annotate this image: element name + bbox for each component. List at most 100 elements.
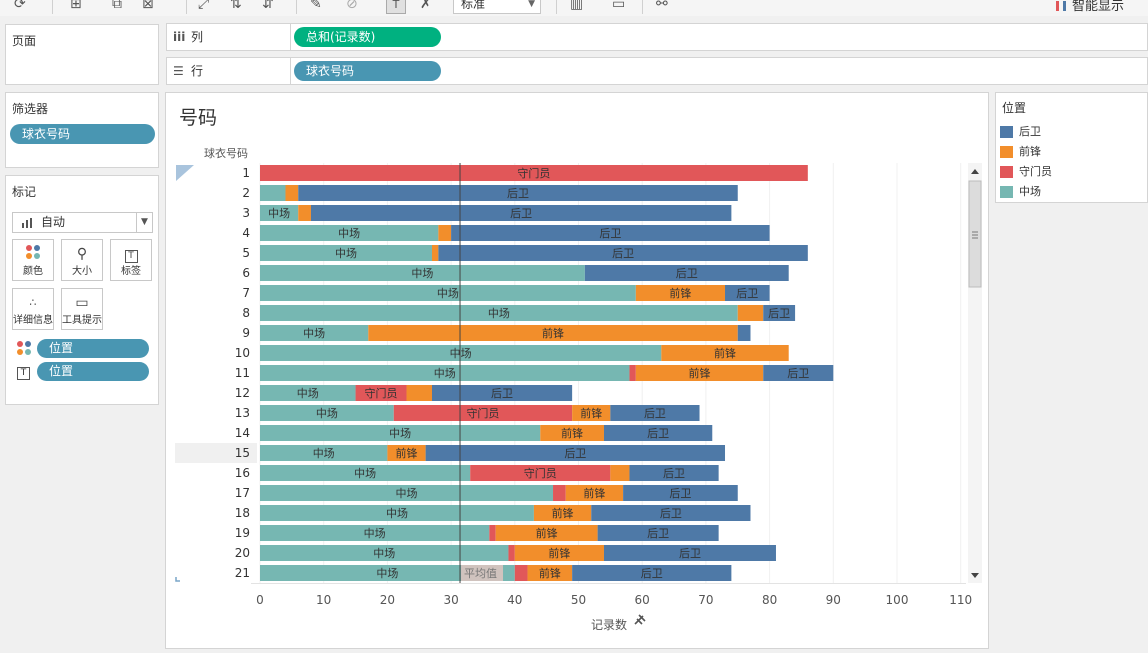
bar-segment[interactable] <box>508 545 515 561</box>
bar-segment[interactable] <box>260 425 541 441</box>
bar-segment[interactable] <box>260 185 286 201</box>
pin-icon[interactable] <box>634 614 646 625</box>
bar-segment[interactable] <box>737 325 751 341</box>
bar-segment[interactable] <box>489 525 496 541</box>
bar-segment[interactable] <box>661 345 789 361</box>
bar-segment[interactable] <box>260 405 394 421</box>
bar-segment[interactable] <box>285 185 299 201</box>
bar-segment[interactable] <box>406 385 432 401</box>
scroll-down-icon[interactable] <box>971 573 979 578</box>
presentation-mode-icon[interactable]: ▭ <box>612 0 626 12</box>
new-worksheet-icon[interactable]: ⊞ <box>70 0 82 12</box>
scroll-up-icon[interactable] <box>971 169 979 174</box>
tooltip-button[interactable]: ▭ 工具提示 <box>61 288 103 330</box>
color-button[interactable]: 颜色 <box>12 239 54 281</box>
bar-segment[interactable] <box>438 245 808 261</box>
bar-segment[interactable] <box>387 445 426 461</box>
bar-segment[interactable] <box>495 525 598 541</box>
rows-pill-jersey-number[interactable]: 球衣号码 <box>294 61 441 81</box>
swap-axes-icon[interactable]: ⤢ <box>198 0 210 12</box>
bar-segment[interactable] <box>597 525 719 541</box>
legend-item[interactable]: 前锋 <box>1000 144 1041 160</box>
scrollbar-thumb[interactable] <box>968 180 982 288</box>
bar-segment[interactable] <box>514 565 528 581</box>
detail-button[interactable]: ∴ 详细信息 <box>12 288 54 330</box>
bar-segment[interactable] <box>260 465 471 481</box>
label-button[interactable]: T 标签 <box>110 239 152 281</box>
bar-segment[interactable] <box>623 485 738 501</box>
bar-segment[interactable] <box>725 285 770 301</box>
bar-segment[interactable] <box>310 205 732 221</box>
bar-segment[interactable] <box>260 365 630 381</box>
show-labels-icon[interactable]: T <box>386 0 406 14</box>
bar-segment[interactable] <box>393 405 573 421</box>
bar-segment[interactable] <box>763 305 796 321</box>
bar-segment[interactable] <box>610 405 700 421</box>
legend-item[interactable]: 后卫 <box>1000 124 1041 140</box>
label-field-pill[interactable]: 位置 <box>37 362 149 381</box>
bar-segment[interactable] <box>451 225 770 241</box>
bar-segment[interactable] <box>260 325 369 341</box>
bar-segment[interactable] <box>438 225 452 241</box>
sort-indicator-icon[interactable] <box>176 165 194 181</box>
bar-segment[interactable] <box>260 525 490 541</box>
columns-pill-record-count[interactable]: 总和(记录数) <box>294 27 441 47</box>
bar-segment[interactable] <box>425 445 726 461</box>
bar-segment[interactable] <box>260 265 585 281</box>
bar-segment[interactable] <box>610 465 630 481</box>
bar-segment[interactable] <box>431 245 439 261</box>
bar-segment[interactable] <box>368 325 738 341</box>
fix-axes-icon[interactable]: ✗ <box>420 0 432 12</box>
fit-select[interactable]: 标准 ▼ <box>453 0 541 14</box>
bar-segment[interactable] <box>260 285 636 301</box>
bar-segment[interactable] <box>260 385 356 401</box>
bar-segment[interactable] <box>527 565 573 581</box>
bar-segment[interactable] <box>553 485 566 501</box>
bar-segment[interactable] <box>514 545 604 561</box>
refresh-icon[interactable]: ⟳ <box>14 0 26 12</box>
clear-sheet-icon[interactable]: ⊠ <box>142 0 154 12</box>
bar-segment[interactable] <box>737 305 764 321</box>
bar-segment[interactable] <box>629 465 719 481</box>
bar-segment[interactable] <box>763 365 834 381</box>
group-icon[interactable]: ⊘ <box>346 0 358 12</box>
bar-segment[interactable] <box>260 445 388 461</box>
bar-segment[interactable] <box>431 385 573 401</box>
size-button[interactable]: ⚲ 大小 <box>61 239 103 281</box>
show-me-button[interactable]: 智能显示 <box>1056 0 1124 14</box>
bar-segment[interactable] <box>603 425 713 441</box>
bar-segment[interactable] <box>260 245 432 261</box>
bar-segment[interactable] <box>470 465 611 481</box>
bar-segment[interactable] <box>572 565 732 581</box>
bar-segment[interactable] <box>584 265 789 281</box>
bar-segment[interactable] <box>603 545 776 561</box>
bar-segment[interactable] <box>540 425 604 441</box>
bar-segment[interactable] <box>635 365 764 381</box>
bar-segment[interactable] <box>533 505 592 521</box>
bar-segment[interactable] <box>565 485 624 501</box>
bar-segment[interactable] <box>260 345 662 361</box>
bar-segment[interactable] <box>260 565 515 581</box>
bar-segment[interactable] <box>260 545 509 561</box>
filters-card[interactable]: 筛选器 球衣号码 <box>5 92 159 168</box>
legend-item[interactable]: 守门员 <box>1000 164 1052 180</box>
bar-segment[interactable] <box>298 205 311 221</box>
highlight-icon[interactable]: ✎ <box>310 0 322 12</box>
columns-shelf[interactable]: iii 列 总和(记录数) <box>166 23 1148 51</box>
bar-segment[interactable] <box>355 385 407 401</box>
bar-segment[interactable] <box>572 405 611 421</box>
bar-segment[interactable] <box>260 485 554 501</box>
rows-shelf[interactable]: ☰ 行 球衣号码 <box>166 57 1148 85</box>
duplicate-sheet-icon[interactable]: ⧉ <box>112 0 122 12</box>
mark-type-select[interactable]: 自动 ▼ <box>12 212 153 233</box>
bar-segment[interactable] <box>260 165 808 181</box>
bar-segment[interactable] <box>260 225 439 241</box>
pages-card[interactable]: 页面 <box>5 24 159 85</box>
color-field-pill[interactable]: 位置 <box>37 339 149 358</box>
sort-descending-icon[interactable]: ⇵ <box>262 0 274 12</box>
bar-segment[interactable] <box>298 185 738 201</box>
legend-item[interactable]: 中场 <box>1000 184 1041 200</box>
bar-segment[interactable] <box>260 305 738 321</box>
sort-ascending-icon[interactable]: ⇅ <box>230 0 242 12</box>
bar-segment[interactable] <box>635 285 726 301</box>
